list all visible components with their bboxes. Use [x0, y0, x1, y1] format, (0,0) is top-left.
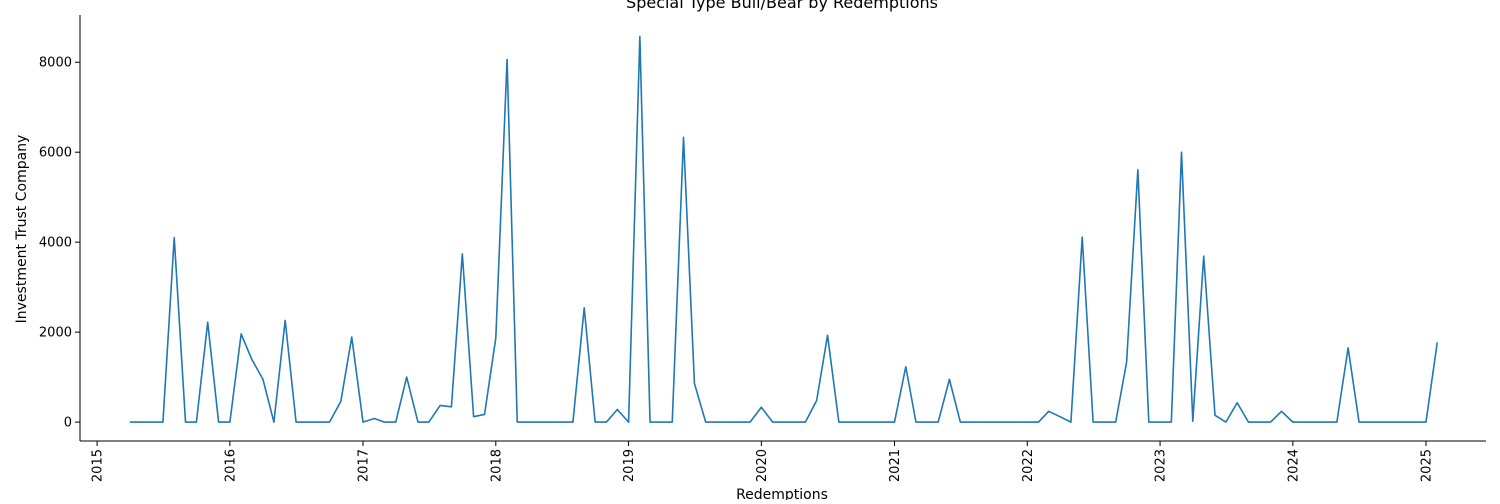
chart-title: Special Type Bull/Bear by Redemptions	[626, 0, 938, 12]
x-tick-label: 2018	[489, 449, 504, 482]
plot-area: 0 2000 4000 6000 8000 2015 2016 2017 2018 2019 202…	[39, 15, 1486, 482]
y-tick-label: 8000	[39, 56, 72, 71]
y-axis-title: Investment Trust Company	[14, 135, 30, 324]
x-tick-label: 2024	[1286, 449, 1301, 482]
x-tick-label: 2023	[1154, 449, 1169, 482]
x-tick-label: 2015	[91, 449, 106, 482]
y-tick-label: 6000	[39, 146, 72, 161]
x-tick-label: 2025	[1419, 449, 1434, 482]
x-tick-label: 2016	[223, 449, 238, 482]
x-tick-label: 2021	[888, 449, 903, 482]
x-tick-label: 2020	[755, 449, 770, 482]
y-tick-label: 0	[64, 416, 72, 431]
x-tick-label: 2022	[1021, 449, 1036, 482]
y-tick-label: 2000	[39, 326, 72, 341]
x-tick-label: 2017	[357, 449, 372, 482]
x-axis-title: Redemptions	[736, 487, 828, 500]
y-tick-label: 4000	[39, 236, 72, 251]
series-line	[129, 35, 1439, 423]
x-tick-label: 2019	[622, 449, 637, 482]
